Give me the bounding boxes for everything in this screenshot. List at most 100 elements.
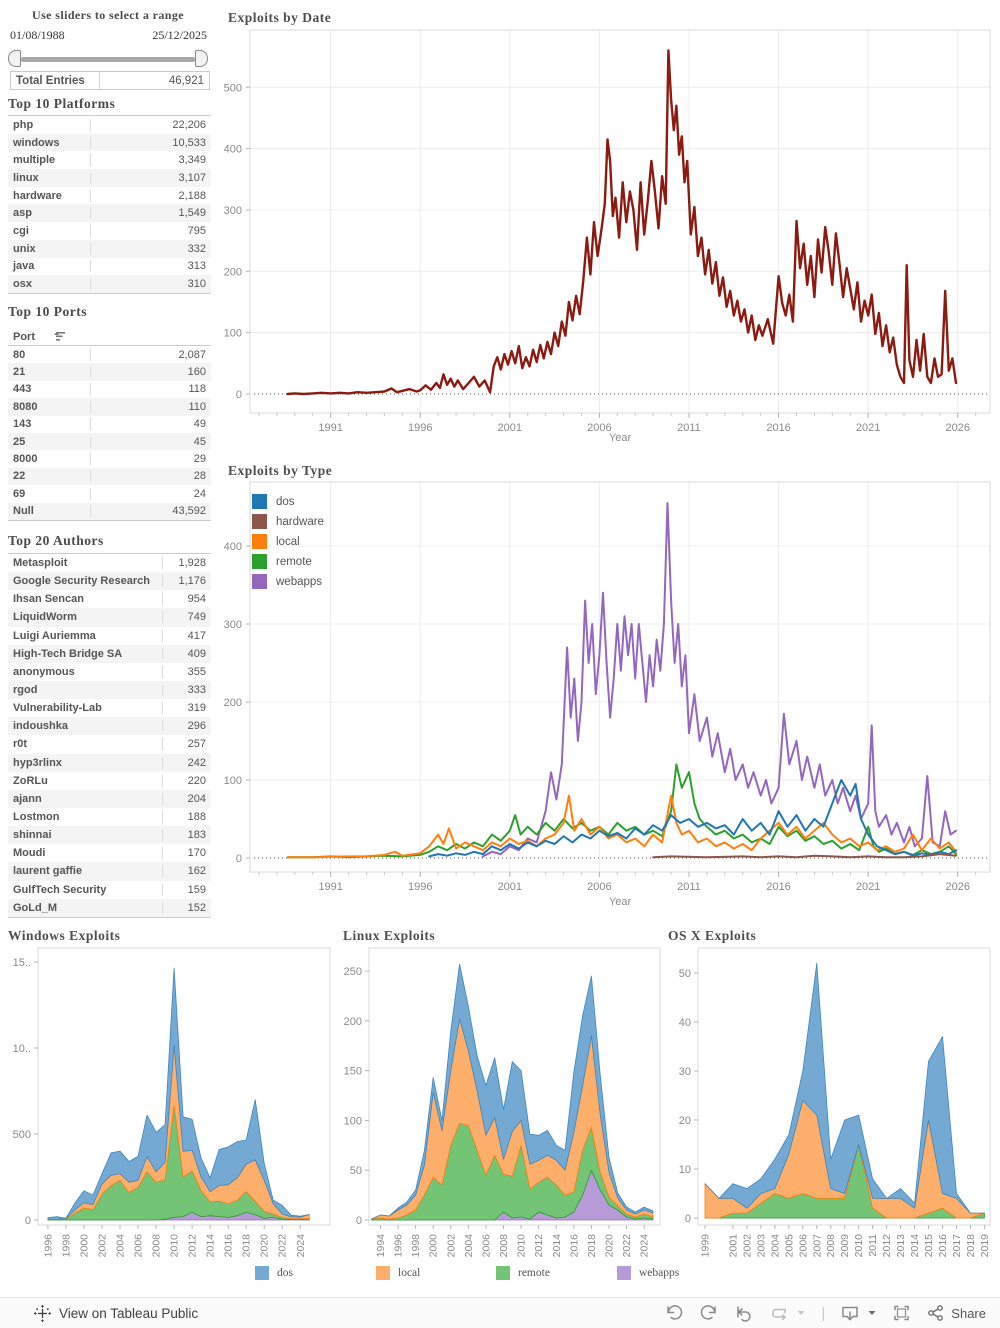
table-row[interactable]: Moudi 170 (8, 844, 211, 862)
linux-exploits-chart[interactable]: 1994 1996 1998 2000 2002 2004 2006 2008 2010 2012… (340, 942, 675, 1260)
share-label[interactable]: Share (951, 1305, 986, 1321)
undo-icon[interactable] (664, 1304, 684, 1322)
svg-text:2026: 2026 (946, 422, 970, 434)
table-row[interactable]: osx 310 (8, 275, 211, 293)
chart-title-osx: OS X Exploits (668, 928, 757, 943)
legend-swatch (376, 1266, 390, 1280)
fullscreen-icon[interactable] (892, 1304, 911, 1322)
svg-text:2001: 2001 (727, 1234, 739, 1258)
table-row[interactable]: Vulnerability-Lab 319 (8, 699, 211, 717)
slider-track[interactable] (21, 57, 195, 62)
svg-text:1994: 1994 (375, 1234, 387, 1258)
total-entries-value: 46,921 (168, 74, 204, 87)
row-value: 10,533 (172, 136, 206, 149)
table-row[interactable]: unix 332 (8, 239, 211, 258)
osx-exploits-chart[interactable]: 1999 2001 2002 2003 2004 2005 2006 2007 2008 2009… (675, 942, 1000, 1260)
refresh-icon[interactable] (769, 1304, 789, 1322)
table-row[interactable]: LiquidWorm 749 (8, 608, 211, 627)
row-value: 110 (188, 400, 206, 413)
row-label: 22 (8, 470, 91, 483)
sort-descending-icon[interactable] (53, 331, 66, 342)
table-row[interactable]: ZoRLu 220 (8, 772, 211, 790)
svg-text:2016: 2016 (568, 1234, 580, 1258)
table-row[interactable]: GulfTech Security 159 (8, 881, 211, 899)
svg-text:500: 500 (224, 82, 242, 94)
table-row[interactable]: Metasploit 1,928 (8, 554, 211, 572)
row-value: 2,188 (178, 189, 206, 202)
legend-item-local[interactable]: local (376, 1263, 420, 1283)
table-row[interactable]: 8000 29 (8, 450, 211, 467)
svg-text:2012: 2012 (881, 1234, 893, 1258)
table-row[interactable]: 69 24 (8, 485, 211, 502)
table-row[interactable]: shinnai 183 (8, 826, 211, 845)
ports-table-header[interactable]: Port (8, 328, 211, 346)
table-row[interactable]: php 22,206 (8, 116, 211, 134)
row-value: 1,928 (178, 557, 206, 570)
table-row[interactable]: asp 1,549 (8, 204, 211, 223)
table-row[interactable]: cgi 795 (8, 222, 211, 240)
row-label: 80 (8, 348, 91, 361)
legend-item-webapps[interactable]: webapps (617, 1263, 679, 1283)
table-row[interactable]: Null 43,592 (8, 502, 211, 520)
table-row[interactable]: Lostmon 188 (8, 808, 211, 826)
table-row[interactable]: ajann 204 (8, 789, 211, 808)
table-row[interactable]: Google Security Research 1,176 (8, 572, 211, 591)
row-value: 43,592 (172, 505, 206, 518)
exploits-by-type-chart[interactable]: 1991 1996 2001 2006 2011 2016 2021 2026 0 100 200 3… (218, 455, 1000, 915)
redo-icon[interactable] (699, 1304, 719, 1322)
legend-item-remote[interactable]: remote (496, 1263, 550, 1283)
date-range-slider[interactable] (8, 50, 208, 68)
table-row[interactable]: 21 160 (8, 363, 211, 381)
refresh-caret-icon[interactable] (796, 1309, 806, 1317)
table-row[interactable]: 25 45 (8, 432, 211, 451)
table-row[interactable]: GoLd_M 152 (8, 898, 211, 917)
row-value: 162 (187, 865, 206, 878)
row-label: 21 (8, 366, 91, 379)
table-row[interactable]: 443 118 (8, 381, 211, 398)
table-row[interactable]: hyp3rlinx 242 (8, 753, 211, 772)
svg-text:hardware: hardware (276, 516, 324, 528)
download-icon[interactable] (840, 1304, 860, 1323)
table-row[interactable]: Luigi Auriemma 417 (8, 627, 211, 645)
exploits-by-date-chart[interactable]: 1991 1996 2001 2006 2011 2016 2021 2026 0 100 200 3… (218, 0, 1000, 455)
svg-text:2006: 2006 (587, 422, 611, 434)
table-row[interactable]: windows 10,533 (8, 133, 211, 152)
table-row[interactable]: rgod 333 (8, 680, 211, 700)
row-label: hyp3rlinx (8, 756, 163, 769)
row-label: windows (8, 136, 91, 149)
chart-title-by-date: Exploits by Date (228, 10, 332, 25)
table-row[interactable]: Ihsan Sencan 954 (8, 590, 211, 608)
table-row[interactable]: java 313 (8, 258, 211, 276)
svg-text:2001: 2001 (498, 881, 522, 893)
row-value: 954 (187, 593, 206, 606)
table-row[interactable]: hardware 2,188 (8, 187, 211, 205)
share-icon[interactable] (926, 1304, 945, 1322)
svg-text:2022: 2022 (277, 1234, 289, 1258)
slider-handle-end[interactable] (195, 50, 208, 67)
table-row[interactable]: 8080 110 (8, 398, 211, 416)
revert-icon[interactable] (734, 1304, 754, 1322)
table-row[interactable]: 22 28 (8, 467, 211, 486)
table-row[interactable]: High-Tech Bridge SA 409 (8, 644, 211, 663)
chart-title-windows: Windows Exploits (8, 928, 121, 943)
row-label: multiple (8, 154, 91, 167)
table-row[interactable]: indoushka 296 (8, 717, 211, 736)
row-value: 204 (187, 792, 206, 805)
legend-item-dos[interactable]: dos (255, 1263, 293, 1283)
row-value: 3,349 (178, 154, 206, 167)
table-row[interactable]: r0t 257 (8, 735, 211, 753)
row-label: indoushka (8, 720, 163, 733)
table-row[interactable]: laurent gaffie 162 (8, 862, 211, 881)
row-value: 188 (187, 811, 206, 824)
slider-handle-start[interactable] (8, 50, 21, 67)
download-caret-icon[interactable] (867, 1309, 877, 1317)
table-row[interactable]: 80 2,087 (8, 346, 211, 363)
windows-exploits-chart[interactable]: 1996 1998 2000 2002 2004 2006 2008 2010 2012 2014… (0, 942, 345, 1260)
table-row[interactable]: 143 49 (8, 416, 211, 433)
table-row[interactable]: multiple 3,349 (8, 151, 211, 169)
table-row[interactable]: anonymous 355 (8, 663, 211, 681)
view-on-tableau-link[interactable]: View on Tableau Public (34, 1304, 198, 1322)
svg-text:2011: 2011 (867, 1234, 879, 1257)
table-row[interactable]: linux 3,107 (8, 169, 211, 187)
row-value: 749 (187, 611, 206, 624)
